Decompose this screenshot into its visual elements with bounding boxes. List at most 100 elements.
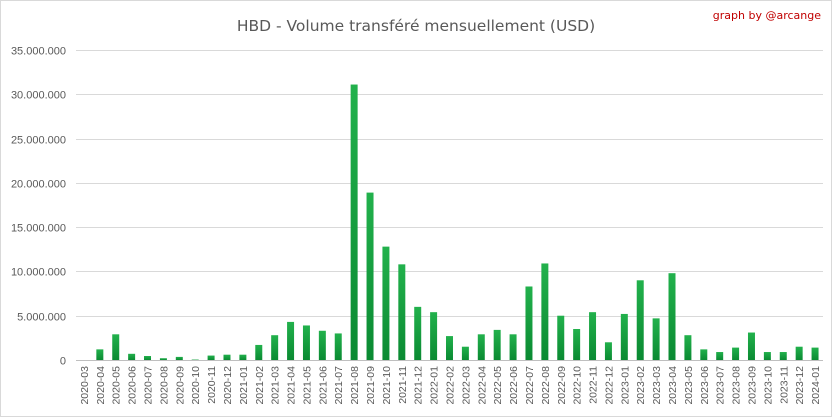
x-tick-label: 2020-03 — [79, 366, 91, 405]
x-tick-label: 2020-11 — [206, 366, 218, 404]
bar-2021-03 — [271, 335, 279, 360]
bar-2023-04 — [668, 273, 676, 360]
bar-2020-04 — [96, 349, 104, 360]
bar-2020-09 — [175, 356, 183, 360]
x-tick-label: 2020-09 — [174, 366, 186, 405]
bar-2021-06 — [318, 330, 326, 360]
x-tick-label: 2020-12 — [222, 366, 234, 405]
bar-2022-08 — [541, 263, 549, 360]
x-tick-label: 2021-05 — [301, 366, 313, 405]
bar-2021-11 — [398, 264, 406, 360]
x-tick-label: 2022-03 — [460, 366, 472, 405]
x-tick-label: 2024-01 — [810, 366, 822, 405]
x-tick-label: 2021-07 — [333, 366, 345, 405]
bar-2020-11 — [207, 355, 215, 360]
gridlines — [76, 50, 823, 317]
x-tick-label: 2020-04 — [95, 366, 107, 405]
bar-2020-08 — [159, 358, 167, 360]
bar-2021-10 — [382, 246, 390, 360]
x-tick-label: 2023-04 — [667, 366, 679, 405]
x-tick-label: 2022-11 — [588, 366, 600, 404]
y-tick-label: 5.000.000 — [17, 312, 66, 324]
bar-2020-07 — [144, 356, 152, 360]
y-tick-label: 35.000.000 — [11, 46, 66, 58]
bar-2023-06 — [700, 349, 708, 360]
bar-2022-10 — [573, 329, 581, 360]
x-axis-ticks: 2020-03 2020-04 2020-05 2020-06 2020-07 2020-… — [79, 366, 822, 405]
x-tick-label: 2023-02 — [635, 366, 647, 405]
x-tick-label: 2021-11 — [397, 366, 409, 404]
y-tick-label: 0 — [60, 356, 66, 368]
bar-2023-09 — [747, 332, 755, 360]
bar-2023-01 — [620, 313, 628, 360]
x-tick-label: 2022-12 — [603, 366, 615, 405]
bar-2023-05 — [684, 335, 692, 360]
bar-2023-11 — [779, 352, 787, 360]
bar-2022-09 — [557, 315, 565, 360]
x-tick-label: 2023-03 — [651, 366, 663, 405]
x-tick-label: 2021-06 — [317, 366, 329, 405]
bar-2022-07 — [525, 286, 533, 360]
bar-2023-02 — [636, 280, 644, 360]
x-tick-label: 2023-01 — [619, 366, 631, 405]
bar-2022-03 — [461, 346, 469, 360]
bar-2020-05 — [112, 334, 120, 360]
bar-2022-12 — [604, 342, 612, 360]
y-tick-label: 30.000.000 — [11, 90, 66, 102]
bar-2022-01 — [430, 312, 438, 360]
x-tick-label: 2021-08 — [349, 366, 361, 405]
bar-2021-09 — [366, 192, 374, 360]
y-tick-label: 20.000.000 — [11, 179, 66, 191]
x-tick-label: 2022-04 — [476, 366, 488, 405]
bar-2021-12 — [414, 306, 422, 360]
bar-2021-05 — [302, 325, 310, 360]
bar-2023-03 — [652, 318, 660, 360]
x-tick-label: 2020-07 — [143, 366, 155, 405]
x-tick-label: 2020-05 — [111, 366, 123, 405]
x-tick-label: 2023-06 — [699, 366, 711, 405]
x-tick-label: 2023-12 — [794, 366, 806, 405]
bar-2024-01 — [811, 347, 819, 360]
x-tick-label: 2022-10 — [572, 366, 584, 405]
bars — [96, 84, 819, 360]
y-tick-label: 15.000.000 — [11, 223, 66, 235]
bar-2022-11 — [589, 312, 597, 360]
bar-2023-12 — [795, 346, 803, 360]
x-tick-label: 2023-08 — [731, 366, 743, 405]
bar-2023-08 — [732, 347, 740, 360]
bar-2022-04 — [477, 334, 485, 360]
x-tick-label: 2022-06 — [508, 366, 520, 405]
x-tick-label: 2022-08 — [540, 366, 552, 405]
y-tick-label: 10.000.000 — [11, 267, 66, 279]
chart-credit: graph by @arcange — [713, 9, 821, 22]
x-tick-label: 2022-02 — [445, 366, 457, 405]
bar-2021-01 — [239, 354, 247, 360]
bar-2022-06 — [509, 334, 517, 360]
x-tick-label: 2021-01 — [238, 366, 250, 405]
x-tick-label: 2023-09 — [746, 366, 758, 405]
bar-2023-07 — [716, 352, 724, 360]
x-tick-label: 2022-09 — [556, 366, 568, 405]
x-tick-label: 2021-03 — [270, 366, 282, 405]
chart-title: HBD - Volume transféré mensuellement (US… — [237, 17, 595, 35]
x-tick-label: 2022-07 — [524, 366, 536, 405]
bar-2021-08 — [350, 84, 358, 360]
x-tick-label: 2020-08 — [158, 366, 170, 405]
x-tick-label: 2021-09 — [365, 366, 377, 405]
x-tick-label: 2021-10 — [381, 366, 393, 405]
x-tick-label: 2022-01 — [429, 366, 441, 405]
x-tick-label: 2023-05 — [683, 366, 695, 405]
bar-2021-07 — [334, 333, 342, 360]
x-tick-label: 2020-06 — [127, 366, 139, 405]
x-tick-label: 2023-11 — [778, 366, 790, 404]
x-tick-label: 2021-02 — [254, 366, 266, 405]
x-tick-label: 2020-10 — [190, 366, 202, 405]
x-tick-label: 2021-12 — [413, 366, 425, 405]
bar-2020-06 — [128, 353, 136, 360]
x-tick-label: 2021-04 — [286, 366, 298, 405]
y-tick-label: 25.000.000 — [11, 135, 66, 147]
y-axis-ticks: 0 5.000.000 10.000.000 15.000.000 20.000.000… — [11, 46, 66, 368]
bar-2022-05 — [493, 329, 501, 360]
